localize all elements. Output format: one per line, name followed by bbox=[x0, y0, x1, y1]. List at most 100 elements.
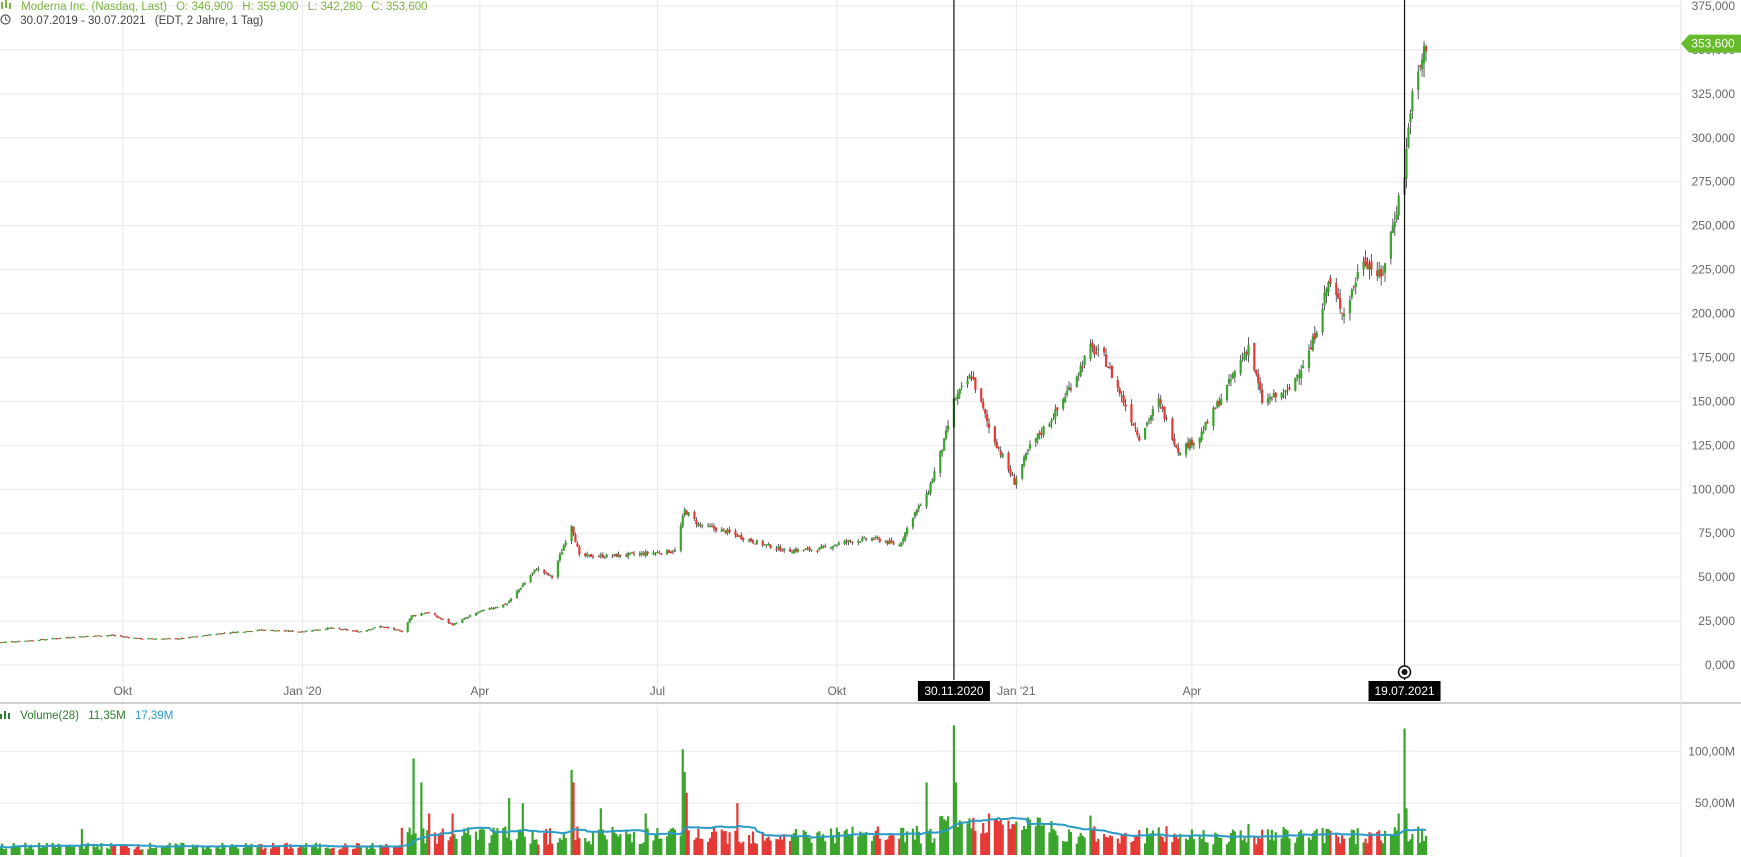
candle bbox=[831, 545, 835, 551]
volume-bar bbox=[153, 848, 156, 855]
period-range[interactable]: 30.07.2019 - 30.07.2021 bbox=[20, 15, 146, 28]
volume-bar bbox=[164, 846, 167, 855]
candle-body bbox=[1173, 438, 1176, 445]
candle-body bbox=[1198, 437, 1201, 444]
volume-bar bbox=[714, 831, 718, 855]
volume-bar bbox=[318, 843, 322, 855]
candle-body bbox=[326, 627, 329, 630]
candle-body bbox=[168, 638, 171, 640]
candle bbox=[970, 371, 973, 382]
candle-body bbox=[447, 619, 450, 624]
volume-bar bbox=[149, 842, 152, 855]
candle bbox=[1050, 417, 1053, 429]
candle-body bbox=[439, 618, 442, 620]
candle-body bbox=[1192, 442, 1195, 445]
candle bbox=[502, 604, 505, 608]
candle bbox=[1134, 422, 1137, 433]
candle-body bbox=[1313, 333, 1316, 340]
candle-body bbox=[747, 539, 751, 541]
candle bbox=[931, 478, 934, 484]
candle bbox=[1381, 265, 1385, 276]
candle-body bbox=[1163, 406, 1166, 420]
candle-body bbox=[556, 561, 560, 577]
volume-bar bbox=[632, 831, 636, 855]
candle bbox=[123, 636, 126, 638]
candle-body bbox=[570, 525, 573, 542]
date-marker[interactable]: 30.11.2020 bbox=[917, 0, 990, 701]
candle-body bbox=[1417, 71, 1420, 90]
candle-body bbox=[1342, 313, 1346, 317]
volume-indicator-label[interactable]: Volume(28) bbox=[20, 710, 80, 723]
candle bbox=[1130, 399, 1133, 426]
candle-body bbox=[1407, 127, 1410, 148]
volume-bar bbox=[207, 845, 210, 855]
candle bbox=[1268, 393, 1272, 405]
candle-body bbox=[71, 636, 74, 638]
candle bbox=[1064, 392, 1067, 404]
volume-bar bbox=[601, 829, 604, 855]
candle-body bbox=[714, 527, 718, 531]
volume-bar bbox=[461, 835, 464, 855]
candle bbox=[1106, 365, 1110, 369]
candle-body bbox=[414, 615, 417, 617]
candle-body bbox=[878, 538, 881, 542]
volume-bar bbox=[367, 849, 370, 855]
candle bbox=[275, 630, 279, 632]
candle bbox=[671, 549, 675, 555]
candle bbox=[1214, 407, 1217, 410]
candle-body bbox=[1376, 270, 1379, 277]
volume-bar bbox=[749, 843, 753, 855]
candle bbox=[818, 547, 821, 551]
candle-body bbox=[861, 538, 864, 542]
candle-body bbox=[43, 639, 46, 641]
candle bbox=[1103, 346, 1106, 357]
volume-bar bbox=[260, 844, 263, 855]
candle bbox=[707, 523, 710, 528]
candle bbox=[722, 528, 725, 532]
candle bbox=[365, 629, 368, 632]
candle bbox=[340, 628, 343, 631]
candle bbox=[1411, 88, 1414, 119]
candle-body bbox=[86, 636, 89, 638]
volume-bar bbox=[1108, 835, 1112, 855]
candle bbox=[351, 629, 355, 632]
date-markers[interactable]: 30.11.2020 19.07.2021 bbox=[917, 0, 1441, 701]
candle-body bbox=[1274, 392, 1277, 398]
candle-body bbox=[39, 639, 43, 641]
volume-bar bbox=[535, 839, 538, 855]
candle-body bbox=[1122, 395, 1125, 404]
candle-body bbox=[722, 528, 725, 530]
candle bbox=[859, 541, 862, 544]
candle-body bbox=[1161, 406, 1164, 409]
candle bbox=[523, 582, 526, 585]
volume-bar bbox=[1405, 808, 1408, 855]
candle bbox=[699, 522, 702, 528]
volume-bar bbox=[1422, 840, 1426, 855]
candle bbox=[1395, 206, 1398, 223]
candle-body bbox=[913, 512, 917, 517]
candle-body bbox=[1272, 393, 1275, 398]
candle bbox=[30, 639, 33, 642]
volume-bar bbox=[180, 842, 183, 855]
instrument-name[interactable]: Moderna Inc. (Nasdaq, Last) bbox=[21, 0, 167, 13]
volume-bar bbox=[872, 835, 876, 855]
volume-bar bbox=[1296, 837, 1299, 855]
price-tick-label: 75,000 bbox=[1698, 526, 1735, 540]
date-marker[interactable]: 19.07.2021 bbox=[1368, 0, 1441, 701]
volume-bar bbox=[740, 843, 743, 855]
candle-body bbox=[342, 629, 345, 631]
volume-bar bbox=[1348, 837, 1352, 855]
candle bbox=[701, 523, 704, 529]
candle bbox=[428, 612, 431, 614]
volume-bar bbox=[398, 845, 402, 855]
volume-bar bbox=[502, 828, 505, 855]
volume-bar bbox=[956, 826, 959, 855]
price-candles bbox=[0, 40, 1428, 644]
candle-body bbox=[968, 375, 971, 380]
volume-bar bbox=[1325, 828, 1328, 855]
candle bbox=[816, 549, 819, 554]
price-tick-label: 50,000 bbox=[1698, 570, 1735, 584]
volume-bar bbox=[135, 847, 138, 855]
time-tick-label: Apr bbox=[1183, 684, 1202, 698]
